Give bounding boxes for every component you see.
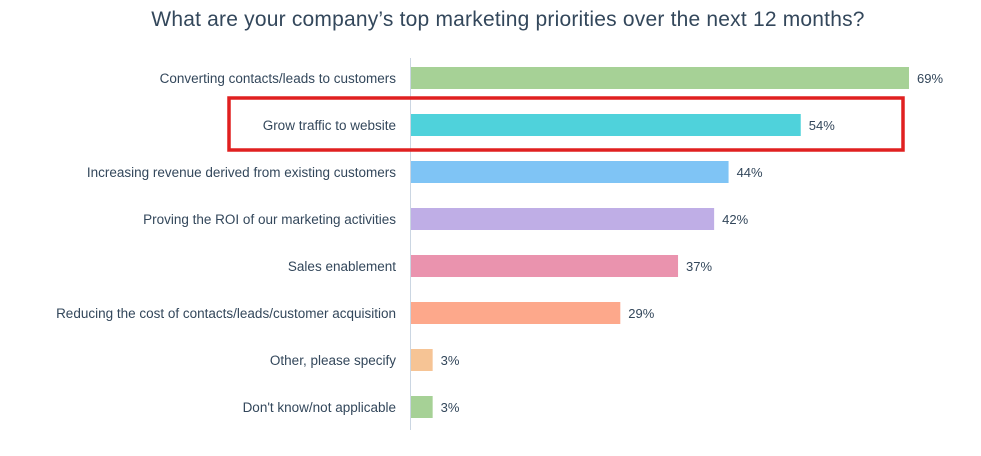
bar	[411, 349, 433, 371]
value-label: 3%	[441, 400, 460, 415]
value-label: 54%	[809, 118, 835, 133]
value-label: 37%	[686, 259, 712, 274]
bar	[411, 255, 679, 277]
bar	[411, 161, 729, 183]
bar	[411, 208, 715, 230]
value-label: 44%	[737, 165, 763, 180]
value-label: 29%	[628, 306, 654, 321]
category-label: Grow traffic to website	[263, 118, 396, 133]
bar	[411, 302, 621, 324]
bar	[411, 67, 909, 89]
highlight-box	[227, 96, 905, 152]
highlight-layer	[227, 96, 905, 152]
category-label: Converting contacts/leads to customers	[160, 71, 397, 86]
category-label: Sales enablement	[288, 259, 396, 274]
chart-title: What are your company’s top marketing pr…	[151, 8, 865, 31]
value-label: 69%	[917, 71, 943, 86]
category-label: Proving the ROI of our marketing activit…	[143, 212, 396, 227]
category-label: Increasing revenue derived from existing…	[87, 165, 396, 180]
category-label: Other, please specify	[270, 353, 396, 368]
category-label: Don't know/not applicable	[243, 400, 396, 415]
labels-layer: Converting contacts/leads to customers 69…	[56, 71, 943, 415]
bar	[411, 396, 433, 418]
bars-layer	[411, 67, 909, 418]
value-label: 42%	[722, 212, 748, 227]
category-label: Reducing the cost of contacts/leads/cust…	[56, 306, 396, 321]
bar	[411, 114, 801, 136]
value-label: 3%	[441, 353, 460, 368]
